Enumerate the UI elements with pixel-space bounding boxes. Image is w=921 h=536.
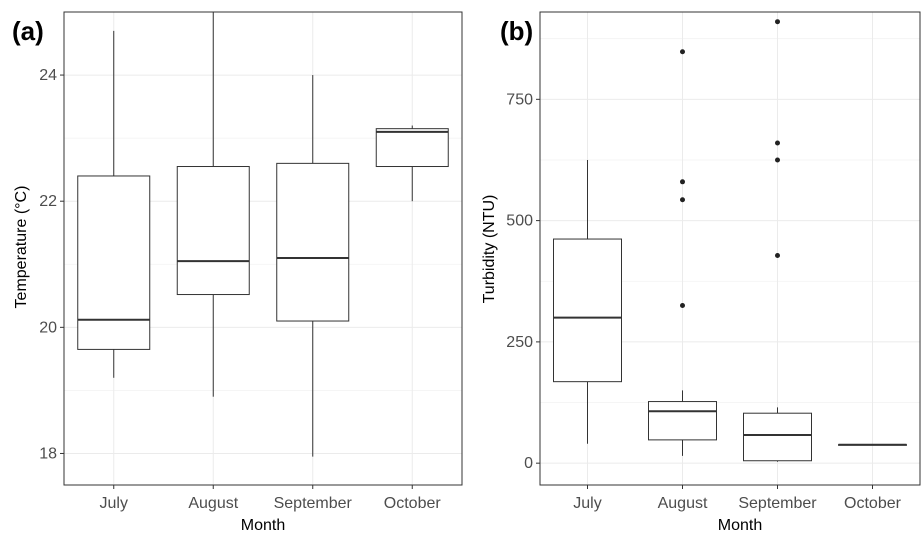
panel-b-box-iqr [553,238,622,383]
temperature-panel: 18 20 22 24 July August September October (a) T… [12,11,463,534]
panel-a-box-july [77,30,151,378]
panel-b-outlier-point [680,179,685,185]
panel-b-x-tick-label: October [844,495,902,512]
panel-b-outlier-point [775,253,780,259]
panel-b-x-axis-title: Month [718,517,762,534]
panel-b-y-tick-label: 750 [506,91,533,108]
panel-a-plot-area: 18 20 22 24 July August September October [39,11,463,512]
panel-a-y-tick-label: 22 [39,193,57,210]
panel-b-plot-area: 0 250 500 750 July August September October [506,11,921,512]
panel-b-box-iqr [743,412,812,462]
panel-b-label: (b) [500,16,533,46]
panel-b-box-july [553,159,622,444]
panel-a-x-tick-label: August [188,495,238,512]
panel-a-box-october [375,125,449,202]
panel-b-x-tick-label: September [738,495,817,512]
panel-b-x-tick-label: July [573,495,601,512]
panel-b-outlier-point [775,19,780,25]
panel-a-box-iqr [176,166,250,296]
panel-a-box-iqr [77,175,151,350]
turbidity-panel: 0 250 500 750 July August September October (b)… [481,11,921,534]
panel-b-x-tick-label: August [658,495,708,512]
panel-a-box-iqr [375,128,449,168]
panel-b-border [539,11,921,486]
panel-b-box-august [648,49,717,456]
panel-b-outlier-point [680,197,685,203]
panel-a-y-tick-label: 20 [39,319,57,336]
panel-b-box-october [838,443,907,446]
panel-b-outlier-point [680,49,685,55]
panel-a-x-tick-label: October [384,495,442,512]
panel-a-y-axis-title: Temperature (°C) [13,186,30,309]
panel-a-x-axis-title: Month [241,517,285,534]
panel-b-y-tick-label: 0 [524,455,533,472]
panel-b-outlier-point [775,157,780,163]
panel-a-x-tick-label: July [100,495,128,512]
panel-b-box-iqr [648,401,717,441]
panel-a-box-august [176,12,250,397]
panel-b-box-september [743,19,812,462]
panel-a-border [63,11,463,486]
panel-b-y-axis-title: Turbidity (NTU) [481,195,498,304]
panel-a-box-iqr [276,162,350,322]
panel-a-x-tick-label: September [274,495,353,512]
panel-a-y-tick-label: 24 [39,67,57,84]
panel-b-outlier-point [680,303,685,309]
panel-a-y-tick-label: 18 [39,445,57,462]
panel-b-outlier-point [775,140,780,146]
panel-a-box-september [276,75,350,457]
panel-a-label: (a) [12,16,44,46]
panel-b-y-tick-label: 500 [506,213,533,230]
panel-b-y-tick-label: 250 [506,334,533,351]
